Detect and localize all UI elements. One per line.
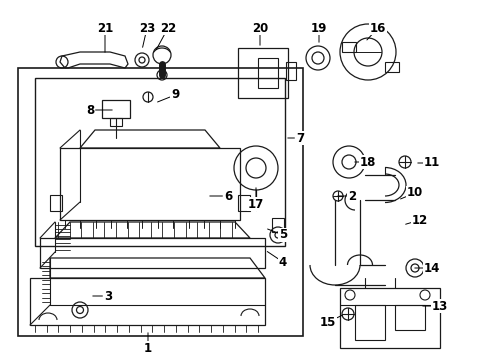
Text: 15: 15 <box>319 315 336 328</box>
Text: 1: 1 <box>143 342 152 355</box>
Text: 7: 7 <box>295 131 304 144</box>
Text: 6: 6 <box>224 189 232 202</box>
Text: 2: 2 <box>347 189 355 202</box>
Bar <box>50 195 62 211</box>
Text: 17: 17 <box>247 198 264 211</box>
Bar <box>384 62 398 72</box>
Text: 3: 3 <box>104 289 112 302</box>
Bar <box>110 118 122 126</box>
Bar <box>18 68 303 336</box>
Text: 9: 9 <box>170 89 179 102</box>
Text: 18: 18 <box>359 156 375 168</box>
Text: 11: 11 <box>423 157 439 170</box>
Text: 16: 16 <box>369 22 386 35</box>
Bar <box>35 78 285 246</box>
Text: 5: 5 <box>278 229 286 242</box>
Bar <box>339 288 439 348</box>
Text: 20: 20 <box>251 22 267 35</box>
Bar <box>341 42 355 52</box>
Text: 10: 10 <box>406 186 422 199</box>
Text: 14: 14 <box>423 261 439 274</box>
Text: 12: 12 <box>411 213 427 226</box>
Bar <box>394 305 424 330</box>
Bar <box>102 100 130 118</box>
Bar <box>238 48 287 98</box>
Bar <box>258 58 278 88</box>
Bar <box>285 62 295 80</box>
Text: 23: 23 <box>139 22 155 35</box>
Text: 22: 22 <box>160 22 176 35</box>
Text: 13: 13 <box>431 300 447 312</box>
Text: 4: 4 <box>278 256 286 269</box>
Bar <box>354 305 384 340</box>
Text: 21: 21 <box>97 22 113 35</box>
Text: 19: 19 <box>310 22 326 35</box>
Text: 8: 8 <box>86 104 94 117</box>
Bar <box>238 195 249 211</box>
